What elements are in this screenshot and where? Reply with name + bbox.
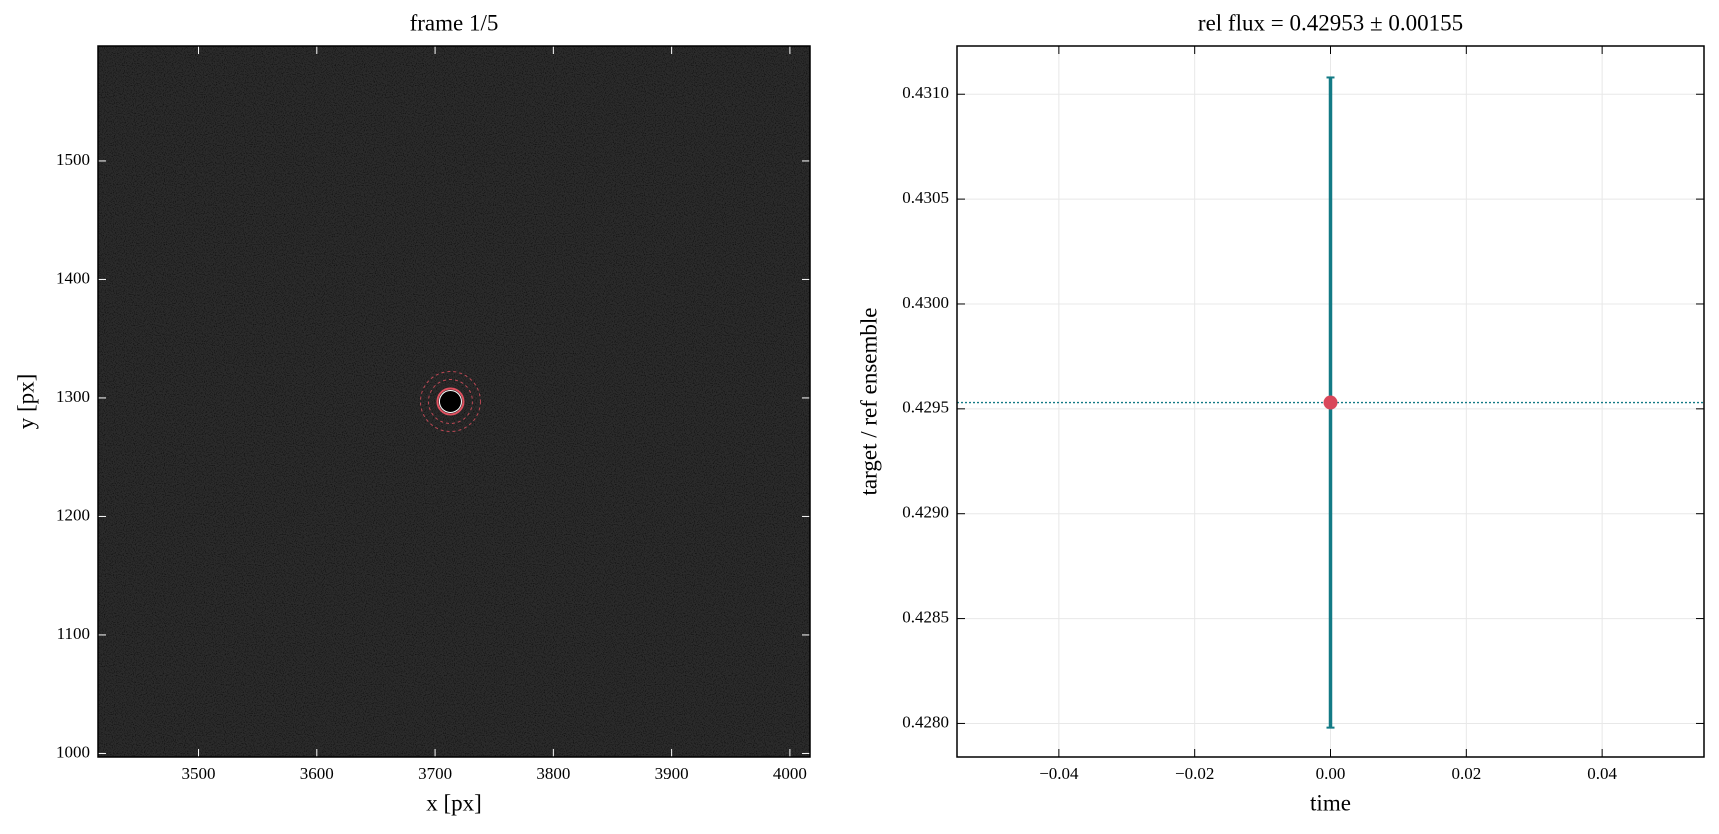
y-tick-label: 0.4285 [902,607,949,626]
axes-frame [956,45,1705,758]
y-tick-label: 1500 [56,150,90,169]
y-axis-label: target / ref ensemble [856,308,881,496]
axes-frame [97,45,811,758]
x-tick-label: 0.02 [1451,764,1481,783]
x-tick-label: 4000 [773,764,807,783]
x-tick-label: −0.02 [1175,764,1214,783]
aperture [436,387,465,416]
y-axis-label: y [px] [13,374,38,430]
annulus [427,379,473,424]
x-axis-label: x [px] [426,790,482,815]
annulus [419,371,481,432]
x-tick-label: 3700 [418,764,452,783]
y-tick-label: 1300 [56,387,90,406]
x-tick-label: 3500 [182,764,216,783]
y-tick-label: 0.4290 [902,503,949,522]
x-tick-label: −0.04 [1039,764,1079,783]
x-tick-label: 0.00 [1316,764,1346,783]
x-tick-label: 0.04 [1587,764,1617,783]
chart-title: frame 1/5 [410,10,499,35]
point [1323,395,1338,410]
y-tick-label: 0.4295 [902,398,949,417]
y-tick-label: 0.4300 [902,293,949,312]
y-tick-label: 0.4310 [902,83,949,102]
y-tick-label: 0.4305 [902,188,949,207]
panel: 3500 3600 3700 3800 3900 4000 1000 1100 1200 1300… [13,10,811,815]
y-tick-label: 1200 [56,505,90,524]
y-tick-label: 1000 [56,742,90,761]
chart-title: rel flux = 0.42953 ± 0.00155 [1198,10,1463,35]
target-core [438,390,462,413]
x-axis-label: time [1310,790,1351,815]
x-tick-label: 3600 [300,764,334,783]
y-tick-label: 1400 [56,268,90,287]
x-tick-label: 3900 [655,764,689,783]
y-tick-label: 1100 [57,624,90,643]
y-tick-label: 0.4280 [902,712,949,731]
panel: −0.04 −0.02 0.00 0.02 0.04 0.4280 0.4285 0.4290… [856,10,1705,815]
x-tick-label: 3800 [536,764,570,783]
